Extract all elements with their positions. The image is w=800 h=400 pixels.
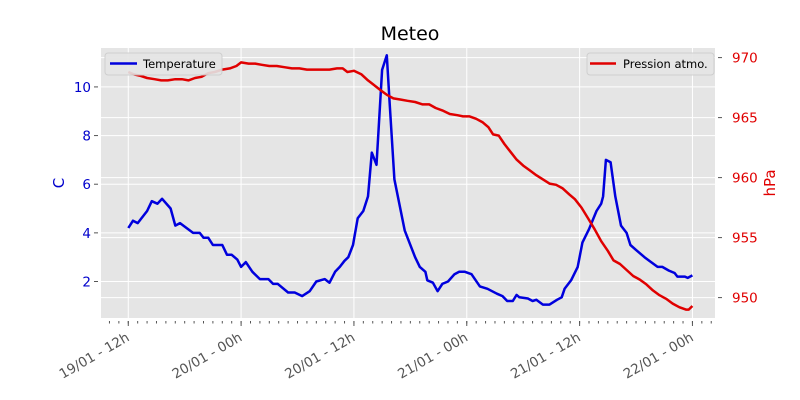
pressure-line <box>127 61 694 311</box>
x-tick-label: 22/01 - 00h <box>621 330 697 383</box>
right-axis-label: hPa <box>761 169 779 196</box>
x-tick-label: 21/01 - 12h <box>508 330 584 383</box>
plot-area <box>101 48 715 318</box>
right-tick-label: 950 <box>732 291 758 307</box>
chart-title: Meteo <box>381 23 440 45</box>
legend-pressure: Pression atmo. <box>586 52 715 76</box>
temperature-line <box>127 54 693 306</box>
x-tick-label: 21/01 - 00h <box>395 330 471 383</box>
right-tick-label: 955 <box>732 231 758 247</box>
left-y-axis: 2 4 6 8 10 <box>74 80 98 291</box>
right-tick-label: 970 <box>732 51 758 67</box>
left-tick-label: 4 <box>82 226 91 242</box>
left-tick-label: 2 <box>82 275 91 291</box>
data-lines <box>127 54 694 311</box>
left-tick-label: 8 <box>82 129 91 145</box>
pressure-legend-label: Pression atmo. <box>623 57 708 71</box>
x-tick-label: 20/01 - 00h <box>169 330 245 383</box>
right-y-axis: 950 955 960 965 970 <box>718 51 758 307</box>
left-axis-label: C <box>50 178 68 188</box>
left-tick-label: 10 <box>74 80 91 96</box>
temperature-legend-label: Temperature <box>142 57 216 71</box>
legend-temperature: Temperature <box>104 52 223 76</box>
right-tick-label: 960 <box>732 171 758 187</box>
left-tick-label: 6 <box>82 177 91 193</box>
right-tick-label: 965 <box>732 111 758 127</box>
x-axis: 19/01 - 12h 20/01 - 00h 20/01 - 12h 21/01 -… <box>57 321 712 383</box>
x-tick-label: 20/01 - 12h <box>282 330 358 383</box>
x-tick-label: 19/01 - 12h <box>57 330 133 383</box>
